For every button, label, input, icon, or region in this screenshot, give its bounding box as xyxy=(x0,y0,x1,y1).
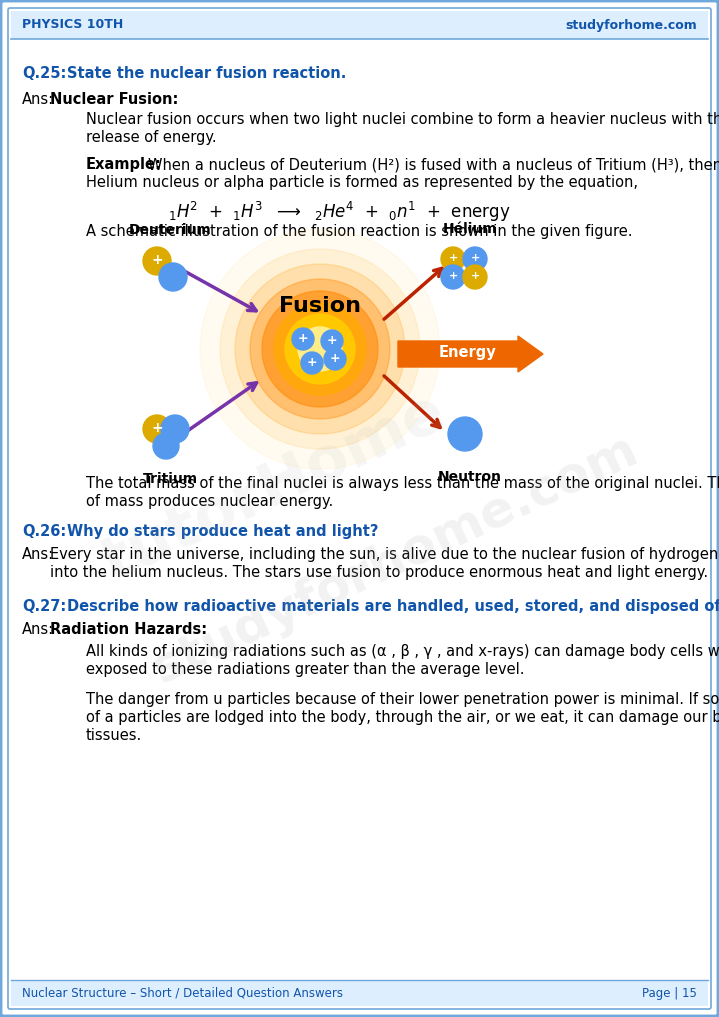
Text: Fusion: Fusion xyxy=(279,297,361,316)
Circle shape xyxy=(250,279,390,419)
Text: tissues.: tissues. xyxy=(86,728,142,743)
Circle shape xyxy=(292,328,314,350)
Text: PHYSICS 10TH: PHYSICS 10TH xyxy=(22,18,123,32)
Circle shape xyxy=(301,352,323,374)
Circle shape xyxy=(161,415,189,443)
Text: Nuclear fusion occurs when two light nuclei combine to form a heavier nucleus wi: Nuclear fusion occurs when two light nuc… xyxy=(86,112,719,127)
Text: of a particles are lodged into the body, through the air, or we eat, it can dama: of a particles are lodged into the body,… xyxy=(86,710,719,725)
Text: Example:: Example: xyxy=(86,157,162,172)
FancyArrow shape xyxy=(398,336,543,372)
Circle shape xyxy=(143,415,171,443)
Text: studyforhome.com: studyforhome.com xyxy=(565,18,697,32)
Text: Radiation Hazards:: Radiation Hazards: xyxy=(50,622,207,637)
Circle shape xyxy=(324,348,346,370)
Text: Neutron: Neutron xyxy=(438,470,502,484)
Circle shape xyxy=(298,327,342,371)
Text: of mass produces nuclear energy.: of mass produces nuclear energy. xyxy=(86,494,333,508)
Text: When a nucleus of Deuterium (H²) is fused with a nucleus of Tritium (H³), then a: When a nucleus of Deuterium (H²) is fuse… xyxy=(148,157,719,172)
Text: Deuterium: Deuterium xyxy=(129,223,211,237)
Circle shape xyxy=(143,247,171,275)
Circle shape xyxy=(463,265,487,289)
Text: Nuclear Fusion:: Nuclear Fusion: xyxy=(50,92,178,107)
Text: +: + xyxy=(326,334,337,347)
Bar xyxy=(11,980,708,1006)
Circle shape xyxy=(262,291,378,407)
Text: The total mass of the final nuclei is always less than the mass of the original : The total mass of the final nuclei is al… xyxy=(86,476,719,491)
Text: Page | 15: Page | 15 xyxy=(642,986,697,1000)
Text: into the helium nucleus. The stars use fusion to produce enormous heat and light: into the helium nucleus. The stars use f… xyxy=(50,565,708,580)
Text: Q.27:: Q.27: xyxy=(22,599,66,614)
Circle shape xyxy=(159,263,187,291)
Text: +: + xyxy=(470,253,480,263)
Text: +: + xyxy=(298,332,308,345)
Circle shape xyxy=(274,303,366,395)
Text: +: + xyxy=(307,356,317,368)
Circle shape xyxy=(220,249,420,448)
Text: release of energy.: release of energy. xyxy=(86,130,216,145)
Text: Energy: Energy xyxy=(439,346,497,360)
Text: Helium nucleus or alpha particle is formed as represented by the equation,: Helium nucleus or alpha particle is form… xyxy=(86,175,638,190)
Circle shape xyxy=(321,330,343,352)
Text: +: + xyxy=(330,352,340,364)
Text: All kinds of ionizing radiations such as (α , β , γ , and x-rays) can damage bod: All kinds of ionizing radiations such as… xyxy=(86,644,719,659)
Text: Hélium: Hélium xyxy=(443,222,498,236)
Text: Ans:: Ans: xyxy=(22,92,54,107)
Circle shape xyxy=(448,417,482,451)
Circle shape xyxy=(441,265,465,289)
Text: +: + xyxy=(151,421,162,435)
Text: $_{1}H^{2}$  +  $_{1}H^{3}$  $\longrightarrow$  $_{2}He^{4}$  +  $_{0}n^{1}$  + : $_{1}H^{2}$ + $_{1}H^{3}$ $\longrightarr… xyxy=(168,200,511,224)
Text: +: + xyxy=(449,271,457,281)
Text: Q.26:: Q.26: xyxy=(22,524,66,539)
Circle shape xyxy=(235,264,405,434)
Text: +: + xyxy=(470,271,480,281)
Text: exposed to these radiations greater than the average level.: exposed to these radiations greater than… xyxy=(86,662,524,677)
Circle shape xyxy=(153,433,179,459)
Circle shape xyxy=(285,314,355,384)
Text: Why do stars produce heat and light?: Why do stars produce heat and light? xyxy=(67,524,378,539)
Text: Nuclear Structure – Short / Detailed Question Answers: Nuclear Structure – Short / Detailed Que… xyxy=(22,986,343,1000)
Text: Ans:: Ans: xyxy=(22,622,54,637)
Text: Describe how radioactive materials are handled, used, stored, and disposed of sa: Describe how radioactive materials are h… xyxy=(67,599,719,614)
Text: The danger from u particles because of their lower penetration power is minimal.: The danger from u particles because of t… xyxy=(86,692,719,707)
Text: +: + xyxy=(151,253,162,267)
Text: Q.25:: Q.25: xyxy=(22,66,66,81)
Bar xyxy=(11,11,708,39)
Circle shape xyxy=(200,229,440,469)
Text: Ans:: Ans: xyxy=(22,547,54,562)
Text: A schematic illustration of the fusion reaction is shown in the given figure.: A schematic illustration of the fusion r… xyxy=(86,224,633,239)
Text: +: + xyxy=(449,253,457,263)
Circle shape xyxy=(463,247,487,271)
Text: State the nuclear fusion reaction.: State the nuclear fusion reaction. xyxy=(67,66,347,81)
Text: Tritium: Tritium xyxy=(142,472,198,486)
Text: studyforhome.com: studyforhome.com xyxy=(145,426,646,693)
Text: tutorHome: tutorHome xyxy=(92,382,454,594)
Circle shape xyxy=(441,247,465,271)
Text: Every star in the universe, including the sun, is alive due to the nuclear fusio: Every star in the universe, including th… xyxy=(50,547,718,562)
